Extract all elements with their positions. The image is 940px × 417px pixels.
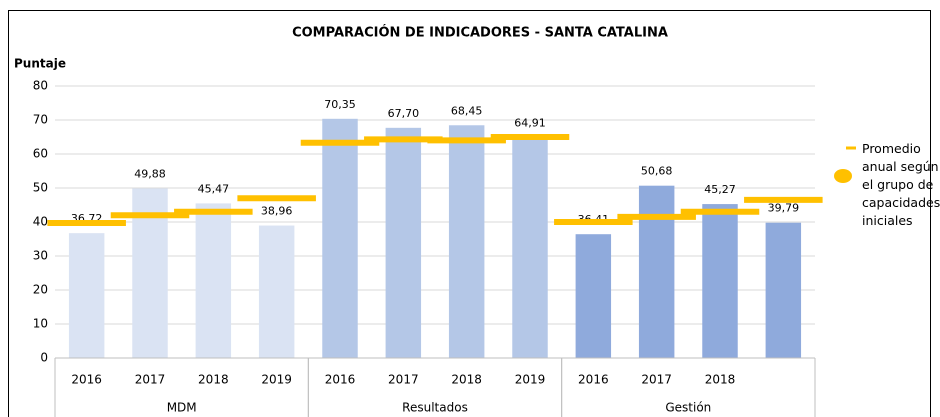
data-label: 45,47 [198,182,230,195]
data-label: 50,68 [641,165,673,178]
data-label: 45,27 [704,183,736,196]
bar [512,137,548,358]
bar [575,234,612,358]
x-tick-label: 2017 [135,373,166,387]
y-tick-label: 0 [40,351,48,365]
x-tick-label: 2019 [261,373,292,387]
data-label: 68,45 [451,104,483,117]
y-tick-label: 50 [33,181,48,195]
y-tick-label: 60 [33,147,48,161]
chart-border [8,10,931,417]
y-tick-label: 20 [33,283,48,297]
data-label: 38,96 [261,205,293,218]
data-label: 70,35 [324,98,356,111]
bar [258,225,295,358]
y-tick-label: 10 [33,317,48,331]
bar [195,203,232,358]
x-tick-label: 2018 [451,373,482,387]
group-label: MDM [167,401,197,415]
bar [765,222,802,358]
x-tick-label: 2016 [71,373,102,387]
bar [702,204,738,358]
y-axis-label: Puntaje [14,57,66,71]
x-tick-label: 2017 [641,373,672,387]
y-tick-label: 80 [33,79,48,93]
bar [322,118,358,358]
y-tick-label: 30 [33,249,48,263]
x-tick-label: 2018 [705,373,736,387]
bar [385,127,422,358]
legend-label: Promedio anual según el grupo de capacid… [862,141,940,228]
bar [448,125,485,359]
data-label: 49,88 [134,167,166,180]
group-label: Gestión [665,401,711,415]
data-label: 64,91 [514,116,546,129]
bar [638,185,675,358]
bar [68,233,105,358]
x-tick-label: 2016 [578,373,609,387]
group-label: Resultados [402,401,468,415]
legend-dot [834,169,852,183]
y-tick-label: 70 [33,113,48,127]
data-label: 67,70 [388,107,420,120]
x-tick-label: 2019 [515,373,546,387]
x-tick-label: 2018 [198,373,229,387]
chart-title: COMPARACIÓN DE INDICADORES - SANTA CATAL… [292,25,668,41]
x-tick-label: 2017 [388,373,419,387]
data-label: 39,79 [768,202,800,215]
y-tick-label: 40 [33,215,48,229]
x-tick-label: 2016 [325,373,356,387]
